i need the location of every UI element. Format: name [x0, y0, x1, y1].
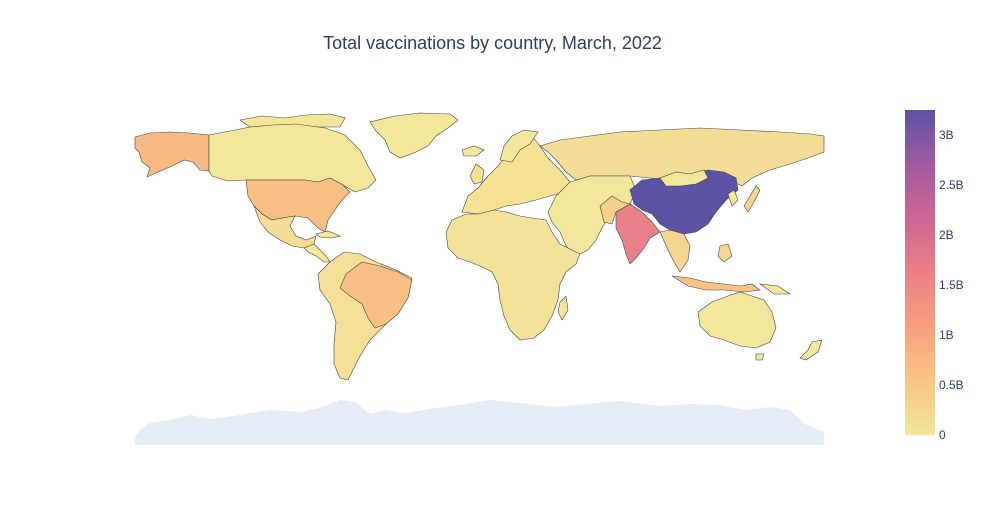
- colorbar-tick-label: 1B: [939, 328, 954, 342]
- new-zealand: [799, 339, 823, 361]
- colorbar-tick-label: 1.5B: [939, 278, 964, 292]
- mexico: [253, 205, 317, 249]
- brazil: [339, 261, 413, 329]
- iceland: [461, 145, 485, 157]
- colorbar-tick-label: 3B: [939, 128, 954, 142]
- tasmania: [755, 353, 765, 361]
- indonesia: [671, 275, 761, 293]
- africa: [445, 209, 581, 341]
- korea: [727, 189, 739, 207]
- europe: [461, 135, 571, 215]
- canada-arctic-islands: [239, 113, 346, 128]
- australia: [697, 291, 777, 349]
- uk: [469, 163, 485, 185]
- colorbar: [905, 110, 935, 435]
- pakistan: [599, 195, 631, 225]
- greenland: [369, 112, 459, 159]
- philippines: [717, 243, 733, 263]
- colorbar-tick-label: 2B: [939, 228, 954, 242]
- cuba: [315, 230, 341, 239]
- central-america: [303, 243, 331, 263]
- antarctica: [135, 400, 824, 445]
- japan: [743, 185, 761, 213]
- scandinavia: [499, 129, 539, 163]
- chart-title: Total vaccinations by country, March, 20…: [323, 33, 662, 53]
- papua-new-guinea: [758, 283, 791, 295]
- india: [615, 203, 661, 265]
- mongolia: [659, 169, 709, 187]
- colorbar-tick-label: 2.5B: [939, 178, 964, 192]
- colorbar-tick-label: 0: [939, 428, 946, 442]
- colorbar-tick-label: 0.5B: [939, 378, 964, 392]
- alaska: [134, 131, 210, 178]
- southeast-asia: [659, 229, 691, 273]
- madagascar: [557, 295, 569, 321]
